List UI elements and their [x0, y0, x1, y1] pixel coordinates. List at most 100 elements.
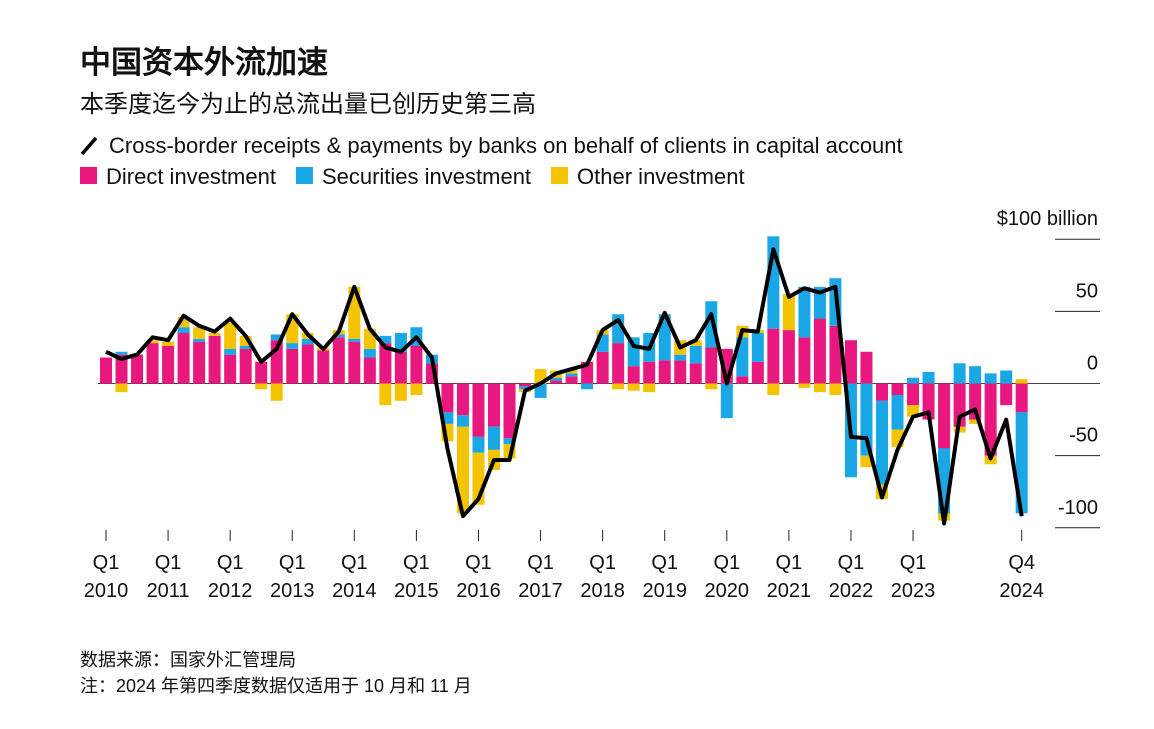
y-tick-label: 50	[1076, 280, 1098, 302]
bar	[193, 338, 206, 342]
bar	[643, 361, 656, 384]
bar	[953, 363, 966, 384]
bar	[301, 338, 314, 345]
bar	[829, 325, 842, 384]
legend-label: Direct investment	[106, 164, 276, 189]
bar	[146, 343, 159, 384]
bar	[751, 333, 764, 362]
bar	[798, 383, 811, 388]
bar	[658, 314, 671, 361]
bar	[255, 383, 268, 390]
bar	[519, 383, 532, 387]
bar	[829, 383, 842, 396]
bar	[177, 317, 190, 328]
bar	[301, 344, 314, 384]
bar	[270, 383, 283, 401]
x-tick-label: Q1 2017	[518, 552, 563, 602]
bar	[720, 383, 733, 419]
x-tick-label: Q1 2018	[580, 552, 625, 602]
legend-swatch	[295, 167, 313, 184]
bar	[907, 377, 920, 384]
bar	[177, 333, 190, 384]
line	[105, 247, 1024, 526]
x-tick-label: Q1 2016	[456, 552, 501, 602]
source: 数据来源：国家外汇管理局	[80, 650, 296, 670]
bar	[767, 328, 780, 384]
bar	[317, 350, 330, 384]
bar	[907, 405, 920, 417]
bar	[332, 334, 345, 338]
bar	[115, 351, 128, 355]
bar	[844, 340, 857, 384]
bar	[224, 354, 237, 384]
bar	[193, 327, 206, 339]
bar	[162, 345, 175, 384]
bar	[131, 354, 144, 384]
bar	[969, 419, 982, 424]
bar	[177, 327, 190, 333]
x-tick-label: Q1 2023	[891, 552, 936, 602]
bar	[379, 343, 392, 384]
bar	[550, 380, 563, 384]
bar	[456, 426, 469, 514]
bar	[689, 363, 702, 384]
bar	[534, 383, 547, 398]
bar	[472, 436, 485, 453]
bar	[984, 373, 997, 384]
bar	[394, 351, 407, 384]
bar	[782, 294, 795, 331]
x-tick-label: Q1 2010	[84, 552, 129, 602]
x-tick-label: Q1 2014	[332, 552, 377, 602]
y-tick-label: -100	[1058, 497, 1098, 519]
bar	[565, 373, 578, 377]
bar	[363, 348, 376, 358]
bar	[286, 348, 299, 384]
bar	[162, 341, 175, 346]
bar	[456, 415, 469, 427]
bar	[224, 348, 237, 355]
bar	[643, 383, 656, 393]
bar	[456, 383, 469, 416]
bar	[115, 354, 128, 384]
bar	[705, 347, 718, 384]
bar	[813, 318, 826, 384]
bar	[193, 341, 206, 384]
bar	[519, 386, 532, 390]
bar	[689, 340, 702, 346]
bar	[1000, 370, 1013, 384]
x-tick-label: Q1 2020	[705, 552, 750, 602]
bar	[379, 383, 392, 406]
bar	[984, 383, 997, 456]
bar	[472, 383, 485, 437]
legend-label: Securities investment	[322, 164, 531, 189]
bar	[1000, 383, 1013, 406]
bar	[705, 383, 718, 390]
bar	[363, 357, 376, 384]
bar	[1015, 383, 1028, 413]
bar	[798, 337, 811, 384]
bar	[239, 348, 252, 384]
bar	[596, 351, 609, 384]
bar	[441, 383, 454, 413]
bar	[348, 338, 361, 342]
bar	[813, 286, 826, 319]
legend-swatch	[551, 167, 569, 184]
legend-line-icon	[80, 136, 98, 156]
bar	[782, 330, 795, 384]
bar	[612, 383, 625, 390]
legend-label: Other investment	[577, 164, 745, 189]
bar	[891, 383, 904, 396]
bar	[658, 360, 671, 384]
bar	[565, 376, 578, 384]
x-tick-label: Q1 2015	[394, 552, 439, 602]
bar	[627, 383, 640, 391]
chart-subtitle: 本季度迄今为止的总流出量已创历史第三高	[80, 91, 536, 118]
bar	[410, 345, 423, 384]
bar	[115, 383, 128, 393]
x-tick-label: Q1 2013	[270, 552, 315, 602]
x-tick-label: Q1 2021	[767, 552, 812, 602]
bar	[969, 366, 982, 384]
bar	[503, 438, 516, 445]
legend-swatch	[80, 167, 97, 184]
